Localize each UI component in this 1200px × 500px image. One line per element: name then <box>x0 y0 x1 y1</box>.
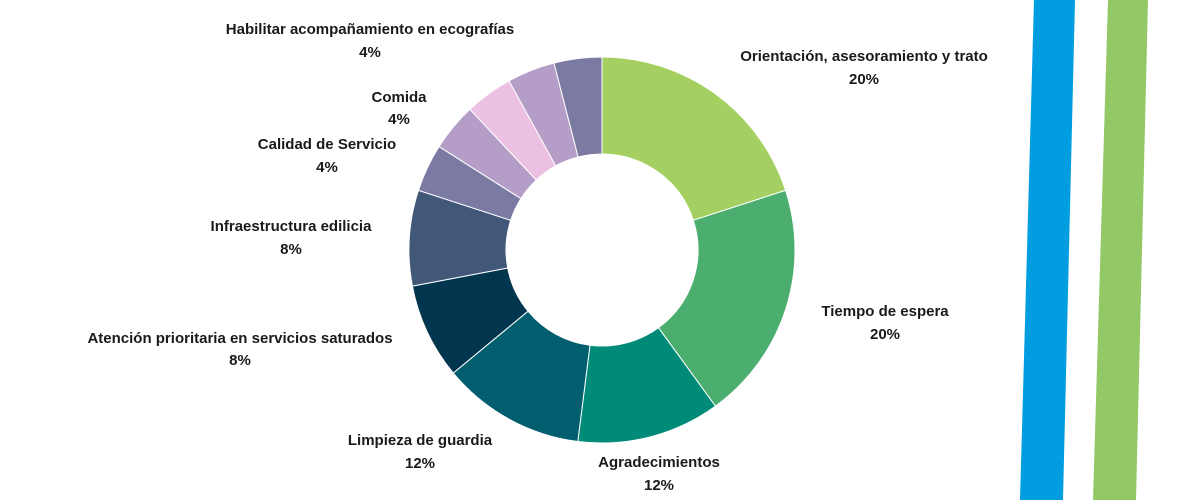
label-agradecimientos: Agradecimientos <box>598 454 720 471</box>
donut-slice-11 <box>553 56 603 158</box>
value-infraestructura-edilicia: 8% <box>280 241 302 258</box>
value-habilitar-acompanamiento: 4% <box>359 44 381 61</box>
label-habilitar-acompanamiento: Habilitar acompañamiento en ecografías <box>226 21 514 38</box>
decorative-stripes <box>1020 0 1148 500</box>
label-limpieza-de-guardia: Limpieza de guardia <box>348 432 493 449</box>
value-tiempo-de-espera: 20% <box>870 326 900 343</box>
value-comida: 4% <box>388 111 410 128</box>
blue-stripe <box>1020 0 1075 500</box>
green-stripe <box>1093 0 1148 500</box>
value-calidad-de-servicio: 4% <box>316 159 338 176</box>
label-atencion-prioritaria: Atención prioritaria en servicios satura… <box>87 330 392 347</box>
label-orientacion: Orientación, asesoramiento y trato <box>740 48 988 65</box>
slice-labels: Orientación, asesoramiento y trato 20% T… <box>87 21 987 494</box>
value-orientacion: 20% <box>849 71 879 88</box>
label-calidad-de-servicio: Calidad de Servicio <box>258 136 396 153</box>
value-atencion-prioritaria: 8% <box>229 352 251 369</box>
donut-slice-1 <box>601 56 787 221</box>
value-limpieza-de-guardia: 12% <box>405 455 435 472</box>
donut-slices <box>408 56 796 444</box>
value-agradecimientos: 12% <box>644 477 674 494</box>
label-infraestructura-edilicia: Infraestructura edilicia <box>211 218 373 235</box>
label-comida: Comida <box>371 89 427 106</box>
label-tiempo-de-espera: Tiempo de espera <box>821 303 949 320</box>
donut-slice-2 <box>657 189 796 407</box>
